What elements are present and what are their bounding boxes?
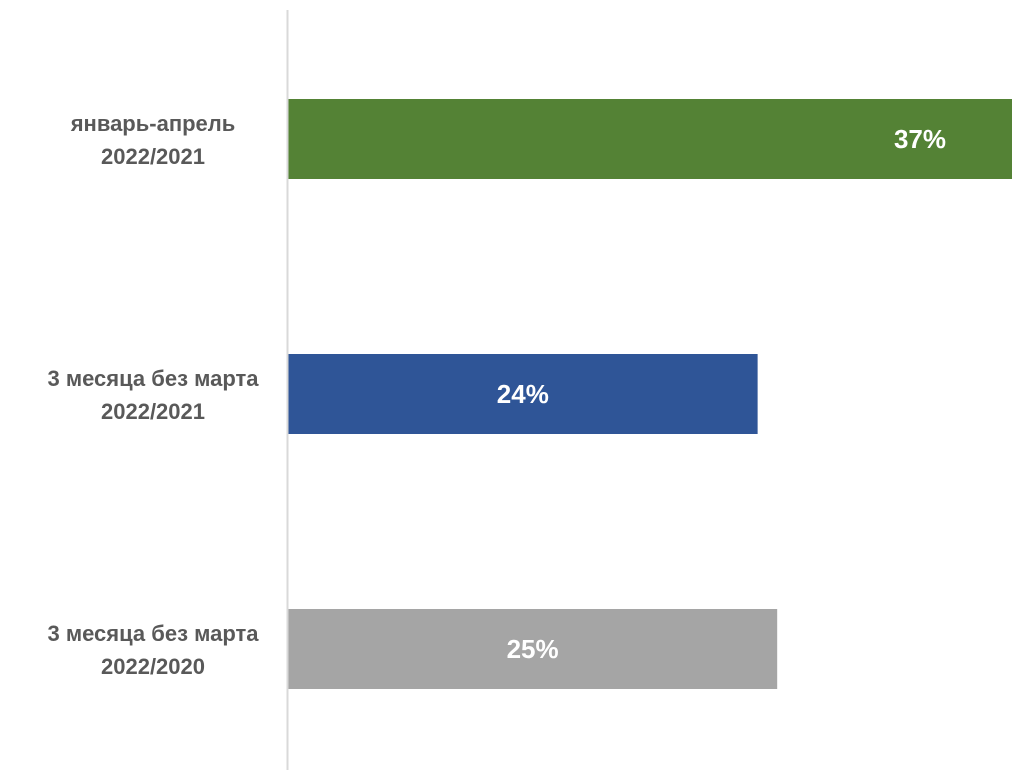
bars-group: 37% 24% 25% — [288, 99, 1012, 689]
category-label-2-line-2: 2022/2021 — [101, 399, 205, 424]
bar-3 — [288, 609, 778, 689]
category-label-1: январь-апрель 2022/2021 — [70, 111, 236, 169]
data-label-2: 24% — [497, 379, 549, 409]
category-label-1-line-1: январь-апрель — [70, 111, 236, 136]
bar-2 — [288, 354, 758, 434]
category-label-3: 3 месяца без марта 2022/2020 — [47, 621, 259, 679]
category-label-3-line-2: 2022/2020 — [101, 654, 205, 679]
category-label-1-line-2: 2022/2021 — [101, 144, 205, 169]
category-label-2: 3 месяца без марта 2022/2021 — [47, 366, 259, 424]
category-label-2-line-1: 3 месяца без марта — [47, 366, 259, 391]
data-label-1: 37% — [894, 124, 946, 154]
data-label-3: 25% — [507, 634, 559, 664]
bar-1 — [288, 99, 1012, 179]
category-label-3-line-1: 3 месяца без марта — [47, 621, 259, 646]
